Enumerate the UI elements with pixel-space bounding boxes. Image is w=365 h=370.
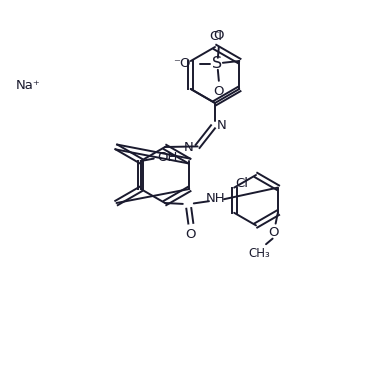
Text: O: O [185,228,196,241]
Text: O: O [268,226,279,239]
Text: Na⁺: Na⁺ [16,78,41,91]
Text: N: N [217,119,227,132]
Text: OH: OH [158,151,178,164]
Text: N: N [184,141,193,154]
Text: CH₃: CH₃ [248,247,270,260]
Text: O: O [214,85,224,98]
Text: S: S [212,56,222,71]
Text: Cl: Cl [236,177,249,190]
Text: Cl: Cl [210,30,223,43]
Text: O: O [214,29,224,42]
Text: ⁻O: ⁻O [173,57,191,70]
Text: NH: NH [206,192,226,205]
